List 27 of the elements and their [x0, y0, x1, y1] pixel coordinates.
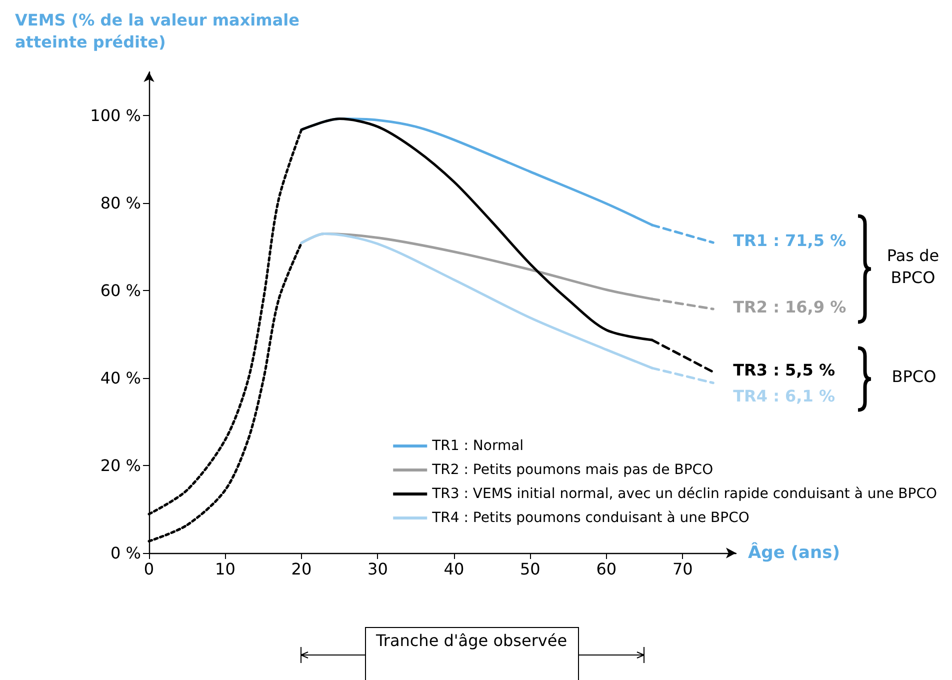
x-tick-label: 0	[144, 560, 154, 578]
legend-label: TR4 : Petits poumons conduisant à une BPCO	[431, 510, 750, 526]
legend-label: TR1 : Normal	[431, 438, 524, 454]
y-tick-label: 40 %	[100, 368, 141, 388]
x-tick-label: 70	[672, 560, 693, 578]
y-tick-label: 20 %	[100, 456, 141, 476]
y-tick-label: 100 %	[90, 106, 141, 126]
y-tick-label: 80 %	[100, 194, 141, 213]
annotation: TR4 : 6,1 %	[733, 386, 835, 406]
legend-label: TR2 : Petits poumons mais pas de BPCO	[431, 462, 714, 478]
annotation: TR2 : 16,9 %	[733, 298, 846, 316]
x-tick-label: 50	[520, 560, 540, 578]
x-tick-label: 10	[215, 560, 236, 578]
x-tick-label: 20	[291, 560, 312, 578]
x-tick-label: 60	[596, 560, 617, 578]
y-tick-label: 0 %	[110, 544, 141, 562]
legend-label: TR3 : VEMS initial normal, avec un déclin rapide conduisant à une BPCO	[431, 486, 938, 502]
y-axis-title: VEMS (% de la valeur maximale atteinte prédite)	[15, 10, 306, 52]
text: Pas de BPCO	[886, 245, 940, 288]
annotation: TR3 : 5,5 %	[733, 360, 835, 380]
x-tick-label: 40	[444, 560, 464, 578]
text: BPCO	[890, 366, 938, 388]
x-axis-title: Âge (ans)	[748, 542, 840, 563]
text: Tranche d'âge observée	[364, 627, 578, 680]
y-tick-label: 60 %	[100, 281, 141, 300]
x-tick-label: 30	[368, 560, 388, 578]
annotation: TR1 : 71,5 %	[733, 231, 846, 250]
